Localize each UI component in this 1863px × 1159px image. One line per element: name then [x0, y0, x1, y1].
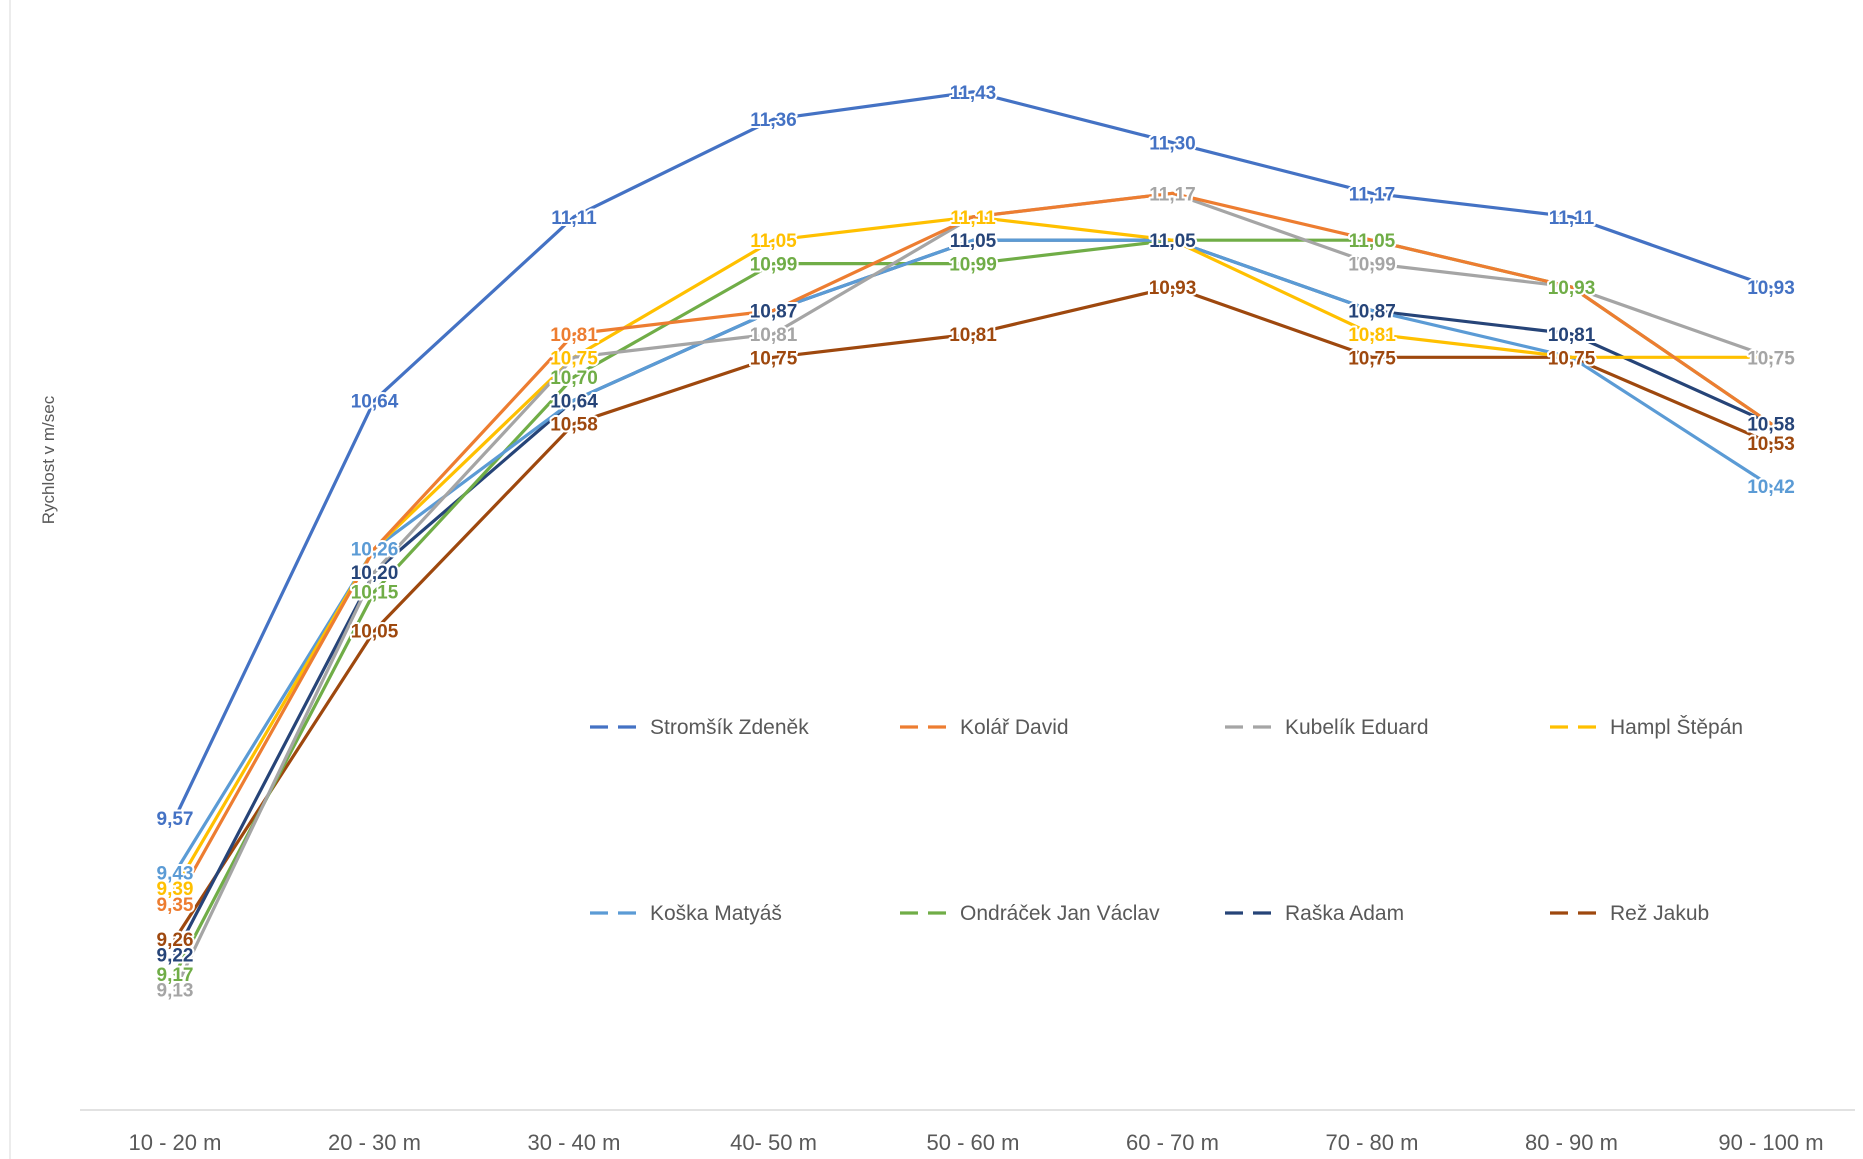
- data-label: 9,43: [157, 864, 194, 885]
- data-labels: 9,5710,6411,1111,3611,4311,3011,1711,111…: [155, 81, 1798, 1004]
- data-label: 10,75: [550, 348, 598, 369]
- data-label: 10,58: [550, 415, 598, 436]
- series-line-ondracek-jan-vaclav: [173, 238, 1773, 976]
- data-label: 10,99: [750, 255, 798, 276]
- data-label: 10,93: [1548, 278, 1596, 299]
- legend-label-koska-matyas: Koška Matyáš: [650, 902, 782, 925]
- data-label: 11,11: [1549, 208, 1595, 229]
- data-label: 10,99: [949, 255, 997, 276]
- data-label: 11,05: [950, 231, 997, 252]
- legend-label-raska-adam: Raška Adam: [1285, 902, 1404, 925]
- x-tick-label: 10 - 20 m: [129, 1130, 222, 1155]
- data-label: 10,05: [351, 622, 399, 643]
- legend-label-ondracek-jan-vaclav: Ondráček Jan Václav: [960, 902, 1160, 925]
- data-label: 10,64: [351, 391, 399, 412]
- data-label: 11,11: [950, 208, 996, 229]
- x-tick-label: 40- 50 m: [730, 1130, 817, 1155]
- data-label: 11,17: [1349, 184, 1396, 205]
- x-tick-label: 70 - 80 m: [1326, 1130, 1419, 1155]
- legend-label-rez-jakub: Rež Jakub: [1610, 902, 1709, 925]
- series-lines: [173, 90, 1773, 992]
- data-label: 11,05: [1149, 231, 1196, 252]
- legend-label-kubelik-eduard: Kubelík Eduard: [1285, 716, 1429, 739]
- legend-label-kolar-david: Kolář David: [960, 716, 1069, 739]
- data-label: 10,58: [1747, 415, 1795, 436]
- x-tick-label: 20 - 30 m: [328, 1130, 421, 1155]
- series-line-stromsik-zdenek: [173, 90, 1773, 820]
- data-label: 10,81: [1548, 325, 1596, 346]
- legend-label-stromsik-zdenek: Stromšík Zdeněk: [650, 716, 809, 739]
- data-label: 10,81: [550, 325, 598, 346]
- data-label: 11,36: [750, 110, 797, 131]
- data-label: 10,70: [550, 368, 598, 389]
- data-label: 10,87: [750, 301, 798, 322]
- legend: Stromšík Zdeněk Kolář David Kubelík Eduard…: [590, 716, 1743, 925]
- data-label: 11,43: [950, 83, 997, 104]
- data-label: 9,22: [157, 946, 194, 967]
- data-label: 9,35: [157, 895, 194, 916]
- data-label: 11,05: [750, 231, 797, 252]
- data-label: 10,53: [1747, 434, 1795, 455]
- x-tick-label: 60 - 70 m: [1126, 1130, 1219, 1155]
- data-label: 11,11: [551, 208, 597, 229]
- data-label: 10,93: [1149, 278, 1197, 299]
- series-line-hampl-stepan: [173, 215, 1773, 890]
- data-label: 10,81: [750, 325, 798, 346]
- data-label: 10,26: [351, 540, 399, 561]
- x-tick-label: 80 - 90 m: [1525, 1130, 1618, 1155]
- x-tick-label: 50 - 60 m: [927, 1130, 1020, 1155]
- data-label: 10,20: [351, 563, 399, 584]
- x-tick-label: 30 - 40 m: [528, 1130, 621, 1155]
- data-label: 10,42: [1747, 477, 1795, 498]
- data-label: 11,05: [1349, 231, 1396, 252]
- data-label: 10,75: [1548, 348, 1596, 369]
- data-label: 10,75: [1747, 348, 1795, 369]
- data-label: 10,75: [1348, 348, 1396, 369]
- data-label: 10,15: [351, 583, 399, 604]
- series-line-rez-jakub: [173, 285, 1773, 941]
- data-label: 9,26: [157, 930, 194, 951]
- y-axis-title: Rychlost v m/sec: [39, 395, 58, 524]
- data-label: 10,99: [1348, 255, 1396, 276]
- data-label: 10,75: [750, 348, 798, 369]
- data-label: 9,17: [157, 965, 194, 986]
- data-label: 10,81: [949, 325, 997, 346]
- data-label: 10,81: [1348, 325, 1396, 346]
- data-label: 11,30: [1149, 134, 1196, 155]
- data-label: 9,57: [157, 809, 194, 830]
- data-label: 11,17: [1149, 184, 1196, 205]
- x-axis-ticks: 10 - 20 m 20 - 30 m 30 - 40 m 40- 50 m 50 - …: [129, 1130, 1824, 1155]
- data-label: 10,93: [1747, 278, 1795, 299]
- data-label: 9,39: [157, 879, 194, 900]
- series-line-kolar-david: [173, 191, 1773, 906]
- data-label: 10,64: [550, 391, 598, 412]
- x-tick-label: 90 - 100 m: [1718, 1130, 1823, 1155]
- data-label: 10,87: [1348, 301, 1396, 322]
- data-label: 9,13: [157, 981, 194, 1002]
- legend-label-hampl-stepan: Hampl Štěpán: [1610, 716, 1743, 739]
